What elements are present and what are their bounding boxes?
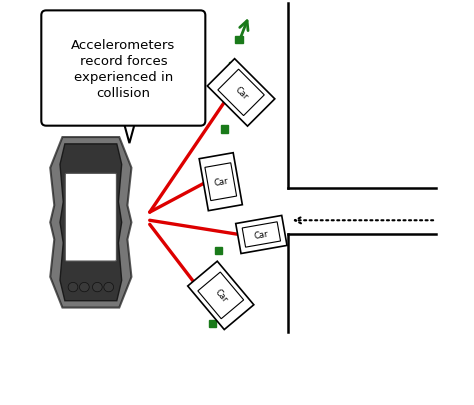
Bar xyxy=(215,247,222,255)
Ellipse shape xyxy=(80,283,89,292)
FancyBboxPatch shape xyxy=(41,11,205,126)
Polygon shape xyxy=(242,222,281,247)
Bar xyxy=(221,156,228,164)
Bar xyxy=(219,199,227,206)
Text: Car: Car xyxy=(213,287,229,304)
Ellipse shape xyxy=(92,283,102,292)
Bar xyxy=(209,320,216,328)
Bar xyxy=(236,37,243,44)
FancyBboxPatch shape xyxy=(65,174,117,261)
Polygon shape xyxy=(188,262,254,330)
Text: Car: Car xyxy=(213,177,228,188)
Bar xyxy=(225,94,233,101)
Polygon shape xyxy=(123,122,136,144)
Polygon shape xyxy=(198,272,244,319)
Polygon shape xyxy=(199,153,242,211)
Bar xyxy=(229,63,237,70)
Polygon shape xyxy=(50,138,131,308)
Ellipse shape xyxy=(68,283,78,292)
Polygon shape xyxy=(207,60,275,127)
Bar xyxy=(211,286,219,293)
Text: Car: Car xyxy=(233,85,249,101)
Ellipse shape xyxy=(104,283,114,292)
Bar xyxy=(221,126,228,133)
Text: Accelerometers
record forces
experienced in
collision: Accelerometers record forces experienced… xyxy=(71,38,175,99)
Polygon shape xyxy=(218,70,264,116)
Polygon shape xyxy=(236,216,287,254)
Text: Car: Car xyxy=(254,229,269,241)
Polygon shape xyxy=(205,163,237,201)
Polygon shape xyxy=(60,145,122,301)
